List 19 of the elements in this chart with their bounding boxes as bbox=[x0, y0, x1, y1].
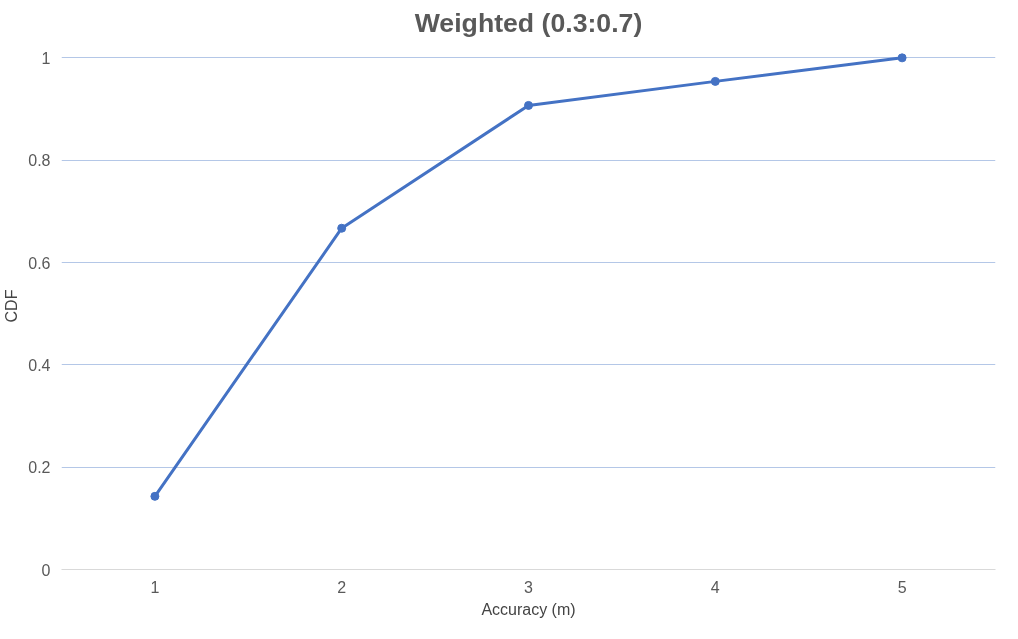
y-tick-label: 0.6 bbox=[28, 254, 51, 272]
chart-title: Weighted (0.3:0.7) bbox=[414, 7, 643, 38]
x-tick-label: 3 bbox=[524, 578, 534, 596]
y-tick-label: 0.8 bbox=[28, 152, 51, 170]
y-axis-title: CDF bbox=[3, 289, 21, 323]
point bbox=[150, 491, 160, 501]
x-tick-label: 5 bbox=[897, 578, 907, 596]
point bbox=[897, 53, 907, 63]
point bbox=[710, 76, 720, 86]
point bbox=[337, 223, 347, 233]
point bbox=[524, 100, 533, 110]
x-axis-title: Accuracy (m) bbox=[481, 600, 576, 618]
y-tick-label: 0 bbox=[41, 561, 51, 579]
y-tick-label: 1 bbox=[41, 49, 51, 67]
y-tick-label: 0.4 bbox=[28, 356, 51, 374]
x-tick-label: 1 bbox=[150, 578, 160, 596]
x-tick-label: 4 bbox=[710, 578, 720, 596]
x-tick-label: 2 bbox=[337, 578, 347, 596]
y-tick-label: 0.2 bbox=[28, 459, 51, 477]
